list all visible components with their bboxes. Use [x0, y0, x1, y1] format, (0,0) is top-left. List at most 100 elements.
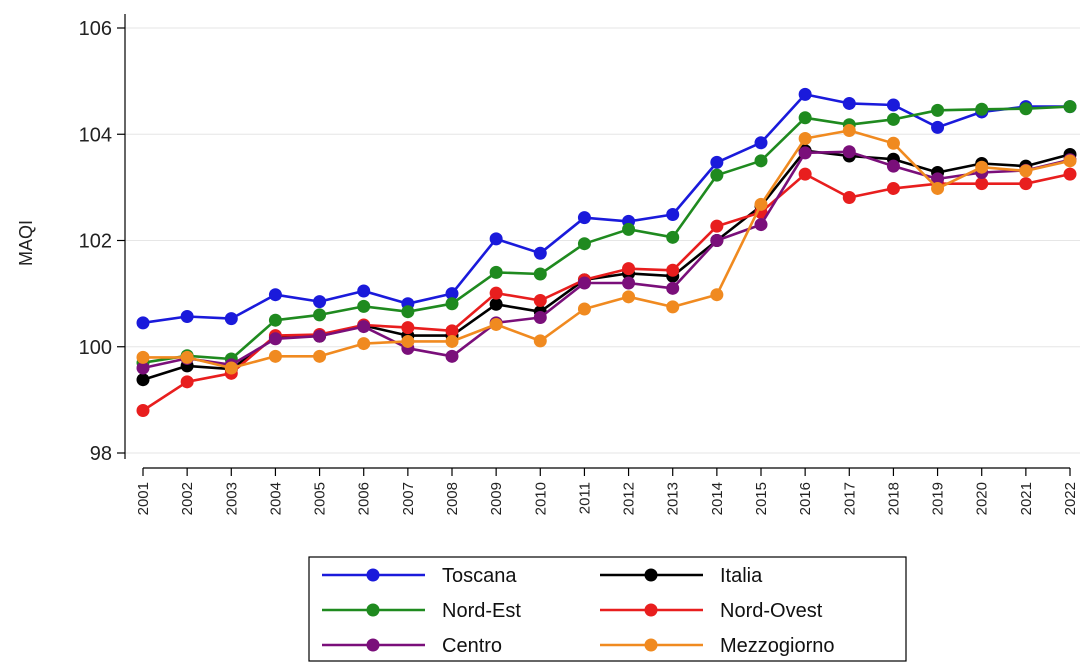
data-point	[577, 302, 591, 316]
legend-swatch-marker	[366, 638, 380, 652]
x-tick-label: 2012	[621, 482, 638, 515]
data-point	[798, 132, 812, 145]
data-point	[489, 297, 503, 311]
data-point	[842, 145, 856, 159]
data-point	[445, 349, 459, 363]
data-point	[357, 284, 371, 298]
data-point	[357, 320, 371, 334]
legend-item: Italia	[600, 565, 763, 587]
data-point	[886, 136, 900, 150]
data-point	[136, 373, 150, 387]
series-lines	[136, 87, 1077, 417]
x-tick-label: 2008	[444, 482, 461, 515]
data-point	[886, 181, 900, 195]
data-point	[445, 324, 459, 338]
data-point	[577, 237, 591, 251]
data-point	[136, 316, 150, 330]
data-point	[136, 404, 150, 417]
x-tick-label: 2006	[356, 482, 373, 515]
data-point	[622, 222, 636, 236]
axes: 98 100 102 104 106 2001 2002 2003 2004 2005 2006 20…	[79, 14, 1079, 515]
legend-label: Mezzogiorno	[720, 635, 835, 657]
legend-swatch-marker	[644, 603, 658, 617]
data-point	[268, 313, 282, 327]
x-tick-label: 2019	[930, 482, 947, 515]
data-point	[489, 265, 503, 279]
series-nord-est	[136, 100, 1077, 370]
data-point	[710, 219, 724, 233]
series-line	[142, 150, 1071, 370]
y-tick-label: 98	[90, 443, 112, 465]
data-point	[666, 263, 680, 277]
data-point	[886, 98, 900, 112]
x-tick-label: 2016	[797, 482, 814, 515]
x-tick-label: 2004	[267, 482, 284, 515]
y-axis-title: MAQI	[16, 220, 36, 266]
data-point	[754, 136, 768, 150]
series-line	[142, 93, 1070, 325]
x-tick-label: 2011	[576, 482, 593, 514]
data-point	[931, 181, 945, 195]
legend-swatch-marker	[644, 638, 658, 652]
y-tick-label: 100	[79, 337, 112, 359]
data-point	[842, 96, 856, 110]
data-point	[666, 207, 680, 221]
data-point	[666, 281, 680, 295]
data-point	[931, 172, 945, 186]
data-point	[666, 230, 680, 244]
x-tick-label: 2005	[312, 482, 329, 515]
data-point	[136, 361, 150, 375]
data-point	[754, 218, 768, 232]
legend: Toscana Italia Nord-Est Nord-Ovest Centro Mez…	[308, 556, 907, 662]
series-toscana	[136, 87, 1077, 330]
data-point	[710, 288, 724, 302]
legend-item: Mezzogiorno	[600, 635, 835, 657]
data-point	[533, 334, 547, 348]
series-line	[143, 129, 1071, 370]
data-point	[533, 267, 547, 281]
legend-item: Toscana	[322, 565, 517, 587]
x-tick-label: 2002	[179, 482, 196, 515]
data-point	[577, 276, 591, 290]
data-point	[1063, 100, 1077, 114]
data-point	[754, 197, 768, 211]
data-point	[445, 334, 459, 348]
y-tick-label: 104	[79, 124, 112, 146]
data-point	[533, 246, 547, 260]
legend-label: Nord-Ovest	[720, 600, 823, 622]
data-point	[842, 124, 856, 138]
data-point	[842, 190, 856, 204]
legend-label: Centro	[442, 635, 502, 657]
data-point	[975, 177, 989, 191]
data-point	[401, 305, 415, 319]
data-point	[268, 332, 282, 346]
legend-swatch-marker	[644, 568, 658, 582]
data-point	[798, 146, 812, 160]
series-centro	[136, 145, 1077, 375]
data-point	[445, 297, 459, 311]
gridlines	[125, 27, 1080, 454]
legend-item: Nord-Est	[322, 600, 521, 622]
data-point	[224, 361, 238, 375]
data-point	[798, 167, 812, 181]
data-point	[1063, 167, 1077, 181]
data-point	[710, 155, 724, 169]
x-tick-label: 2015	[753, 482, 770, 515]
data-point	[268, 349, 282, 363]
data-point	[1063, 154, 1077, 168]
series-mezzogiorno	[136, 124, 1077, 375]
data-point	[533, 294, 547, 308]
data-point	[313, 349, 327, 363]
data-point	[313, 308, 327, 322]
data-point	[622, 262, 636, 276]
x-tick-label: 2014	[709, 482, 726, 515]
data-point	[666, 300, 680, 314]
data-point	[975, 102, 989, 116]
data-point	[931, 120, 945, 134]
data-point	[136, 350, 150, 364]
x-tick-label: 2022	[1062, 482, 1079, 515]
data-point	[357, 337, 371, 351]
legend-label: Nord-Est	[442, 600, 521, 622]
data-point	[886, 159, 900, 173]
